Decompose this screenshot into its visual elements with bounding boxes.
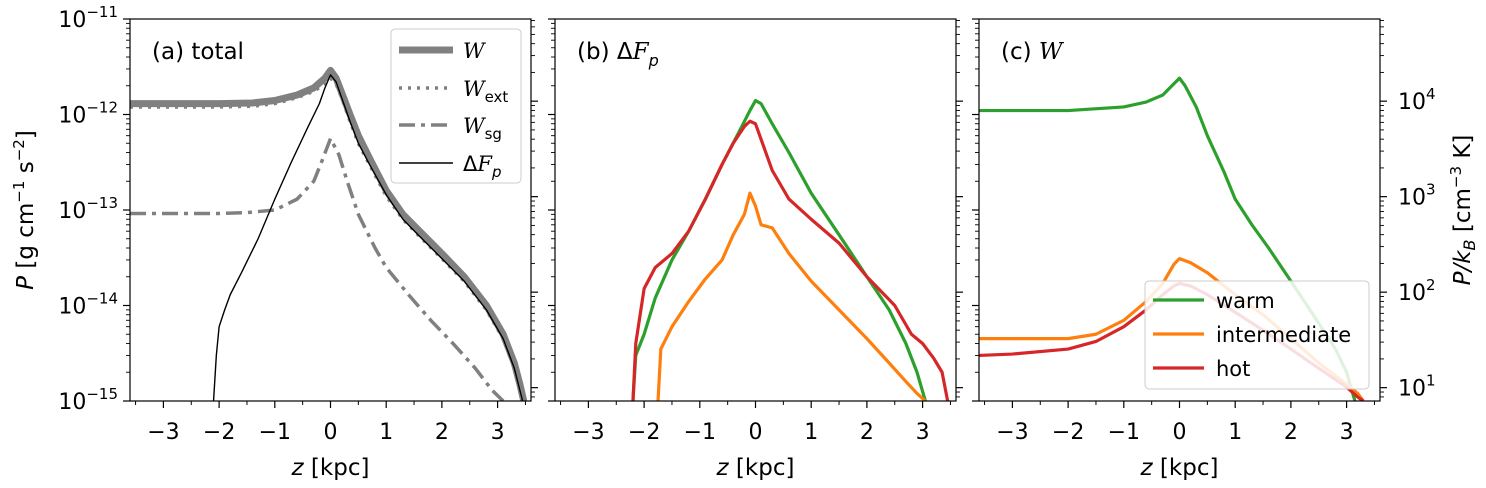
legend: W Wext Wsg ΔFp xyxy=(390,28,522,184)
y-tick-label: 10−14 xyxy=(58,290,118,320)
x-tick-label: −1 xyxy=(259,420,291,445)
panel-title: (a) total xyxy=(152,39,244,65)
series-line-warm xyxy=(631,98,927,401)
x-tick-label: −3 xyxy=(147,420,179,445)
x-tick-label: −1 xyxy=(684,420,716,445)
x-axis-label: z [kpc] xyxy=(1140,455,1219,481)
right-tick-label: 103 xyxy=(1398,181,1436,211)
y-tick-label: 10−12 xyxy=(58,99,118,129)
x-tick-label: 0 xyxy=(749,420,763,445)
x-tick-label: −3 xyxy=(572,420,604,445)
series-line-Fp xyxy=(212,74,524,401)
x-tick-label: 2 xyxy=(860,420,874,445)
x-tick-label: −1 xyxy=(1108,420,1140,445)
x-tick-label: −2 xyxy=(203,420,235,445)
legend-box xyxy=(390,28,522,184)
series-line-hot xyxy=(631,119,950,401)
legend-label: hot xyxy=(1216,357,1250,381)
right-tick-label: 104 xyxy=(1398,85,1436,115)
x-tick-label: 3 xyxy=(1340,420,1354,445)
x-tick-label: 2 xyxy=(1284,420,1298,445)
series-line-sg xyxy=(130,136,505,401)
series-group xyxy=(130,66,528,401)
panel-1: −3 −2 −1 0 1 2 3 z [kpc] 10−15 10−14 10−13 10−12 10−… xyxy=(10,3,538,481)
panel-title: (c) W xyxy=(1001,39,1065,65)
y-axis-label: P [g cm−1 s−2] xyxy=(10,130,39,290)
legend-box xyxy=(1144,280,1370,390)
legend-label: Wsg xyxy=(463,114,502,143)
series-group xyxy=(631,98,950,401)
legend-label: Wext xyxy=(463,77,508,106)
panel-title: (b) ΔFp xyxy=(577,39,659,70)
series-line- xyxy=(130,66,528,401)
x-tick-label: 1 xyxy=(379,420,393,445)
x-axis-label: z [kpc] xyxy=(291,455,370,481)
right-tick-label: 101 xyxy=(1398,372,1436,402)
legend-label: W xyxy=(463,39,487,63)
x-tick-label: 3 xyxy=(916,420,930,445)
right-y-axis-label: P/kB [cm−3 K] xyxy=(1447,135,1479,286)
x-tick-label: −2 xyxy=(1052,420,1084,445)
series-line-intermediate xyxy=(656,191,927,401)
legend: warm intermediate hot xyxy=(1144,280,1370,390)
right-tick-label: 102 xyxy=(1398,276,1436,306)
y-tick-label: 10−15 xyxy=(58,385,118,415)
x-tick-label: 3 xyxy=(491,420,505,445)
legend-label: intermediate xyxy=(1216,323,1351,347)
y-tick-label: 10−11 xyxy=(58,3,118,33)
y-tick-label: 10−13 xyxy=(58,194,118,224)
x-tick-label: 0 xyxy=(1173,420,1187,445)
x-tick-label: −3 xyxy=(996,420,1028,445)
x-tick-label: 1 xyxy=(804,420,818,445)
x-tick-label: 1 xyxy=(1228,420,1242,445)
x-tick-label: 0 xyxy=(324,420,338,445)
x-axis-label: z [kpc] xyxy=(716,455,795,481)
x-tick-label: −2 xyxy=(628,420,660,445)
panel-3: −3 −2 −1 0 1 2 3 z [kpc] 101 102 103 104 P/kB [cm−3 … xyxy=(972,18,1479,481)
legend-label: ΔFp xyxy=(463,152,501,181)
panel-2: −3 −2 −1 0 1 2 3 z [kpc] (b) ΔFp xyxy=(548,18,963,481)
x-tick-label: 2 xyxy=(435,420,449,445)
legend-label: warm xyxy=(1216,289,1275,313)
